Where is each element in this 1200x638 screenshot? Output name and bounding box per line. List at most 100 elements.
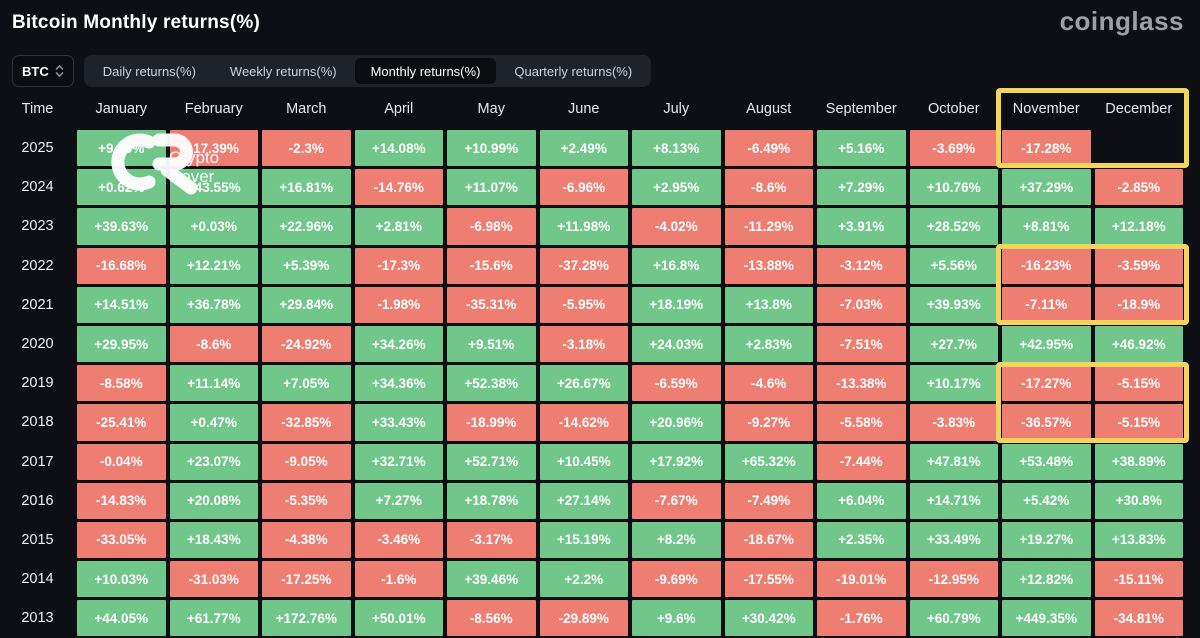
year-label: 2013 [21, 610, 54, 627]
return-cell: +53.48% [1002, 443, 1091, 480]
return-cell: -4.02% [632, 208, 721, 245]
return-cell: -8.58% [77, 365, 166, 402]
return-cell: -13.38% [817, 365, 906, 402]
return-cell: +38.89% [1094, 443, 1183, 480]
return-cell: -14.76% [354, 169, 443, 206]
return-cell: -17.55% [724, 561, 813, 598]
return-cell: -6.49% [724, 130, 813, 167]
return-cell: -5.15% [1094, 365, 1183, 402]
return-cell: +18.43% [169, 521, 258, 559]
return-cell: -32.85% [262, 404, 351, 441]
return-cell: -17.39% [169, 130, 258, 167]
return-cell: -18.67% [724, 521, 813, 559]
year-label: 2014 [21, 571, 54, 588]
coin-select[interactable]: BTC [12, 55, 74, 87]
return-cell: -37.28% [539, 247, 628, 284]
return-cell: -8.56% [447, 600, 536, 637]
return-cell: -5.15% [1094, 404, 1183, 441]
year-label: 2017 [21, 453, 54, 470]
month-column-header: December [1105, 101, 1173, 118]
return-cell: -12.95% [909, 561, 998, 598]
return-cell: -36.57% [1002, 404, 1091, 441]
return-cell: -4.6% [724, 365, 813, 402]
return-cell: +34.36% [354, 365, 443, 402]
return-cell: +65.32% [724, 443, 813, 480]
year-label: 2021 [21, 296, 54, 313]
month-column-header: May [477, 101, 505, 118]
return-cell: +0.03% [169, 208, 258, 245]
return-cell: -0.04% [77, 443, 166, 480]
return-cell: +5.42% [1002, 482, 1091, 519]
return-cell: +18.78% [447, 482, 536, 519]
return-cell: +27.14% [539, 482, 628, 519]
return-cell: +14.08% [354, 130, 443, 167]
year-label: 2022 [21, 257, 54, 274]
return-cell: -8.6% [724, 169, 813, 206]
return-cell: +7.27% [354, 482, 443, 519]
return-cell: -25.41% [77, 404, 166, 441]
return-cell: -3.18% [539, 325, 628, 363]
return-cell: +449.35% [1002, 600, 1091, 637]
return-cell: +50.01% [354, 600, 443, 637]
return-cell: +8.13% [632, 130, 721, 167]
return-cell: -6.96% [539, 169, 628, 206]
return-cell: -9.69% [632, 561, 721, 598]
return-cell: +29.84% [262, 286, 351, 323]
return-cell: +10.17% [909, 365, 998, 402]
return-cell: +14.71% [909, 482, 998, 519]
return-cell: +14.51% [77, 286, 166, 323]
return-cell: +20.08% [169, 482, 258, 519]
return-cell: +2.35% [817, 521, 906, 559]
chevron-up-down-icon [55, 64, 64, 78]
month-column-header: April [384, 101, 414, 118]
return-cell: -31.03% [169, 561, 258, 598]
return-cell: +12.82% [1002, 561, 1091, 598]
tab-weekly-returns[interactable]: Weekly returns(%) [229, 63, 337, 79]
return-cell: +12.18% [1094, 208, 1183, 245]
return-cell: -2.3% [262, 130, 351, 167]
return-cell: +7.05% [262, 365, 351, 402]
return-cell: +39.63% [77, 208, 166, 245]
year-label: 2023 [21, 218, 54, 235]
month-column-header: June [568, 101, 600, 118]
return-cell: -18.9% [1094, 286, 1183, 323]
tab-daily-returns[interactable]: Daily returns(%) [102, 63, 196, 79]
return-cell: -17.25% [262, 561, 351, 598]
return-cell: +28.52% [909, 208, 998, 245]
return-cell: +2.2% [539, 561, 628, 598]
return-cell: -17.27% [1002, 365, 1091, 402]
tab-bar: Daily returns(%) Weekly returns(%) Monthly… [83, 55, 652, 87]
return-cell: -17.3% [354, 247, 443, 284]
return-cell: +9.51% [447, 325, 536, 363]
tab-quarterly-returns[interactable]: Quarterly returns(%) [514, 63, 633, 79]
return-cell: -16.23% [1002, 247, 1091, 284]
return-cell: -7.44% [817, 443, 906, 480]
return-cell: +13.83% [1094, 521, 1183, 559]
return-cell: +36.78% [169, 286, 258, 323]
return-cell: +27.7% [909, 325, 998, 363]
return-cell: -7.49% [724, 482, 813, 519]
return-cell: -9.27% [724, 404, 813, 441]
return-cell: +30.42% [724, 600, 813, 637]
return-cell: +42.95% [1002, 325, 1091, 363]
return-cell: -3.12% [817, 247, 906, 284]
return-cell: -1.98% [354, 286, 443, 323]
year-label: 2025 [21, 140, 54, 157]
year-label: 2020 [21, 336, 54, 353]
return-cell: -5.58% [817, 404, 906, 441]
return-cell: -3.46% [354, 521, 443, 559]
return-cell: +15.19% [539, 521, 628, 559]
month-column-header: March [286, 101, 327, 118]
return-cell: +12.21% [169, 247, 258, 284]
return-cell: -6.98% [447, 208, 536, 245]
return-cell: -11.29% [724, 208, 813, 245]
return-cell: +47.81% [909, 443, 998, 480]
tab-monthly-returns[interactable]: Monthly returns(%) [354, 58, 497, 84]
return-cell: +8.2% [632, 521, 721, 559]
return-cell: +30.8% [1094, 482, 1183, 519]
return-cell: -17.28% [1002, 130, 1091, 167]
return-cell: -35.31% [447, 286, 536, 323]
year-label: 2018 [21, 414, 54, 431]
return-cell: +16.8% [632, 247, 721, 284]
month-column-header: August [746, 101, 792, 118]
